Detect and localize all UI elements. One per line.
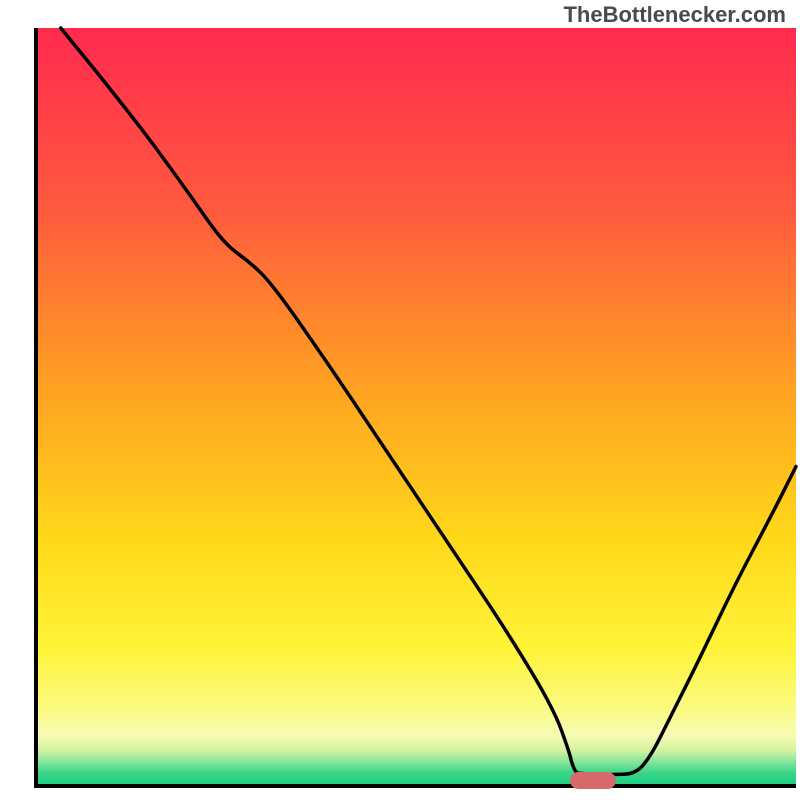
plot-area bbox=[34, 28, 796, 788]
bottleneck-marker bbox=[570, 772, 616, 789]
watermark-text: TheBottlenecker.com bbox=[563, 2, 786, 28]
curve-layer bbox=[38, 28, 796, 784]
bottleneck-curve bbox=[61, 28, 796, 775]
